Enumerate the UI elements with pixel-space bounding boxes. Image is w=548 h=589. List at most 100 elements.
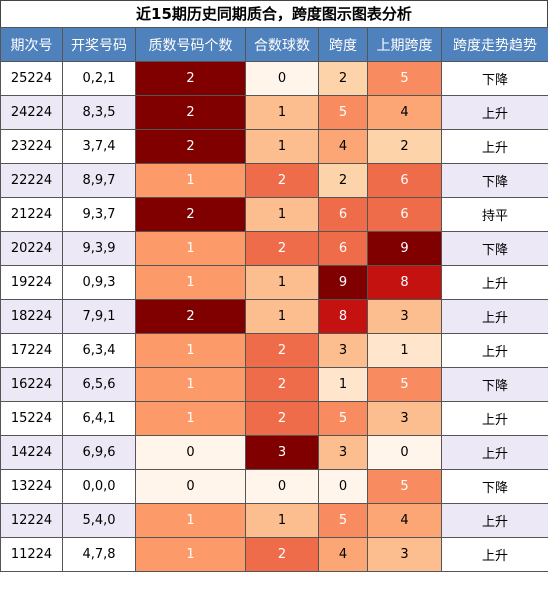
heat-cell: 0 (135, 469, 246, 504)
heat-cell: 8 (318, 299, 368, 334)
row: 19224 0,9,3 1 1 9 8 上升 (0, 265, 548, 300)
cell: 8,9,7 (62, 163, 136, 198)
heat-cell: 2 (367, 129, 442, 164)
heat-cell: 1 (245, 129, 319, 164)
heat-cell: 1 (135, 231, 246, 266)
cell: 25224 (0, 61, 63, 96)
heat-cell: 1 (135, 163, 246, 198)
cell: 下降 (441, 231, 548, 266)
heat-cell: 1 (318, 367, 368, 402)
header-cell: 期次号 (0, 27, 63, 62)
cell: 6,9,6 (62, 435, 136, 470)
heat-cell: 1 (245, 95, 319, 130)
cell: 上升 (441, 95, 548, 130)
cell: 0,0,0 (62, 469, 136, 504)
row: 21224 9,3,7 2 1 6 6 持平 (0, 197, 548, 232)
heat-cell: 5 (318, 503, 368, 538)
heat-cell: 4 (367, 95, 442, 130)
cell: 18224 (0, 299, 63, 334)
row: 25224 0,2,1 2 0 2 5 下降 (0, 61, 548, 96)
heat-cell: 3 (245, 435, 319, 470)
heat-cell: 4 (367, 503, 442, 538)
cell: 上升 (441, 537, 548, 572)
header-cell: 合数球数 (245, 27, 319, 62)
cell: 上升 (441, 299, 548, 334)
header-cell: 上期跨度 (367, 27, 442, 62)
heat-cell: 2 (318, 163, 368, 198)
heat-cell: 4 (318, 537, 368, 572)
heat-cell: 2 (245, 163, 319, 198)
heat-cell: 2 (245, 367, 319, 402)
cell: 17224 (0, 333, 63, 368)
heat-cell: 2 (245, 401, 319, 436)
cell: 3,7,4 (62, 129, 136, 164)
cell: 7,9,1 (62, 299, 136, 334)
heat-cell: 1 (367, 333, 442, 368)
heat-cell: 1 (135, 503, 246, 538)
heat-cell: 1 (135, 265, 246, 300)
heat-cell: 1 (245, 265, 319, 300)
heat-cell: 2 (245, 231, 319, 266)
heat-cell: 5 (367, 367, 442, 402)
heat-cell: 2 (135, 299, 246, 334)
cell: 14224 (0, 435, 63, 470)
cell: 21224 (0, 197, 63, 232)
heat-cell: 3 (318, 333, 368, 368)
row: 22224 8,9,7 1 2 2 6 下降 (0, 163, 548, 198)
heat-cell: 2 (135, 197, 246, 232)
cell: 9,3,7 (62, 197, 136, 232)
header-cell: 跨度走势趋势 (441, 27, 548, 62)
heat-cell: 6 (318, 231, 368, 266)
cell: 0,2,1 (62, 61, 136, 96)
cell: 6,5,6 (62, 367, 136, 402)
row: 15224 6,4,1 1 2 5 3 上升 (0, 401, 548, 436)
heat-cell: 0 (245, 61, 319, 96)
cell: 0,9,3 (62, 265, 136, 300)
heat-cell: 0 (135, 435, 246, 470)
heat-cell: 2 (318, 61, 368, 96)
heat-cell: 1 (245, 503, 319, 538)
heat-cell: 0 (367, 435, 442, 470)
cell: 下降 (441, 163, 548, 198)
cell: 5,4,0 (62, 503, 136, 538)
heat-cell: 3 (318, 435, 368, 470)
cell: 19224 (0, 265, 63, 300)
heat-cell: 2 (135, 129, 246, 164)
heat-cell: 6 (367, 197, 442, 232)
cell: 上升 (441, 503, 548, 538)
heat-cell: 1 (135, 401, 246, 436)
heat-cell: 4 (318, 129, 368, 164)
heat-cell: 1 (135, 537, 246, 572)
header-cell: 开奖号码 (62, 27, 136, 62)
heat-cell: 1 (245, 299, 319, 334)
cell: 上升 (441, 265, 548, 300)
row: 16224 6,5,6 1 2 1 5 下降 (0, 367, 548, 402)
heat-cell: 2 (245, 333, 319, 368)
cell: 11224 (0, 537, 63, 572)
heat-cell: 1 (135, 367, 246, 402)
heat-cell: 2 (245, 537, 319, 572)
row: 13224 0,0,0 0 0 0 5 下降 (0, 469, 548, 504)
table: 期次号 开奖号码 质数号码个数 合数球数 跨度 上期跨度 跨度走势趋势 25224 0,2,1… (0, 27, 548, 572)
header-cell: 跨度 (318, 27, 368, 62)
row: 17224 6,3,4 1 2 3 1 上升 (0, 333, 548, 368)
cell: 15224 (0, 401, 63, 436)
heat-cell: 0 (318, 469, 368, 504)
heat-cell: 1 (245, 197, 319, 232)
title: 近15期历史同期质合，跨度图示图表分析 (0, 0, 548, 27)
cell: 13224 (0, 469, 63, 504)
heat-cell: 2 (135, 95, 246, 130)
heat-cell: 9 (367, 231, 442, 266)
cell: 23224 (0, 129, 63, 164)
cell: 持平 (441, 197, 548, 232)
cell: 上升 (441, 333, 548, 368)
heat-cell: 8 (367, 265, 442, 300)
cell: 6,4,1 (62, 401, 136, 436)
header-row: 期次号 开奖号码 质数号码个数 合数球数 跨度 上期跨度 跨度走势趋势 (0, 27, 548, 62)
cell: 上升 (441, 401, 548, 436)
row: 14224 6,9,6 0 3 3 0 上升 (0, 435, 548, 470)
row: 23224 3,7,4 2 1 4 2 上升 (0, 129, 548, 164)
cell: 下降 (441, 469, 548, 504)
heat-cell: 3 (367, 537, 442, 572)
cell: 24224 (0, 95, 63, 130)
